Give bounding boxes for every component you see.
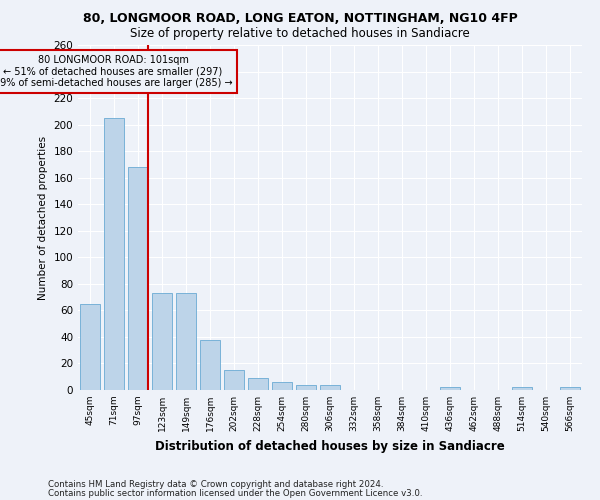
Text: 80 LONGMOOR ROAD: 101sqm
← 51% of detached houses are smaller (297)
49% of semi-: 80 LONGMOOR ROAD: 101sqm ← 51% of detach… [0,55,232,88]
Bar [224,370,244,390]
Bar [512,388,532,390]
Text: Size of property relative to detached houses in Sandiacre: Size of property relative to detached ho… [130,28,470,40]
Bar [440,388,460,390]
Bar [128,167,148,390]
Text: Contains public sector information licensed under the Open Government Licence v3: Contains public sector information licen… [48,488,422,498]
Bar [296,384,316,390]
Y-axis label: Number of detached properties: Number of detached properties [38,136,48,300]
Text: 80, LONGMOOR ROAD, LONG EATON, NOTTINGHAM, NG10 4FP: 80, LONGMOOR ROAD, LONG EATON, NOTTINGHA… [83,12,517,26]
Bar [272,382,292,390]
Bar [320,384,340,390]
Bar [248,378,268,390]
Bar [104,118,124,390]
Bar [560,388,580,390]
Bar [80,304,100,390]
Bar [176,293,196,390]
X-axis label: Distribution of detached houses by size in Sandiacre: Distribution of detached houses by size … [155,440,505,452]
Bar [200,340,220,390]
Bar [152,293,172,390]
Text: Contains HM Land Registry data © Crown copyright and database right 2024.: Contains HM Land Registry data © Crown c… [48,480,383,489]
